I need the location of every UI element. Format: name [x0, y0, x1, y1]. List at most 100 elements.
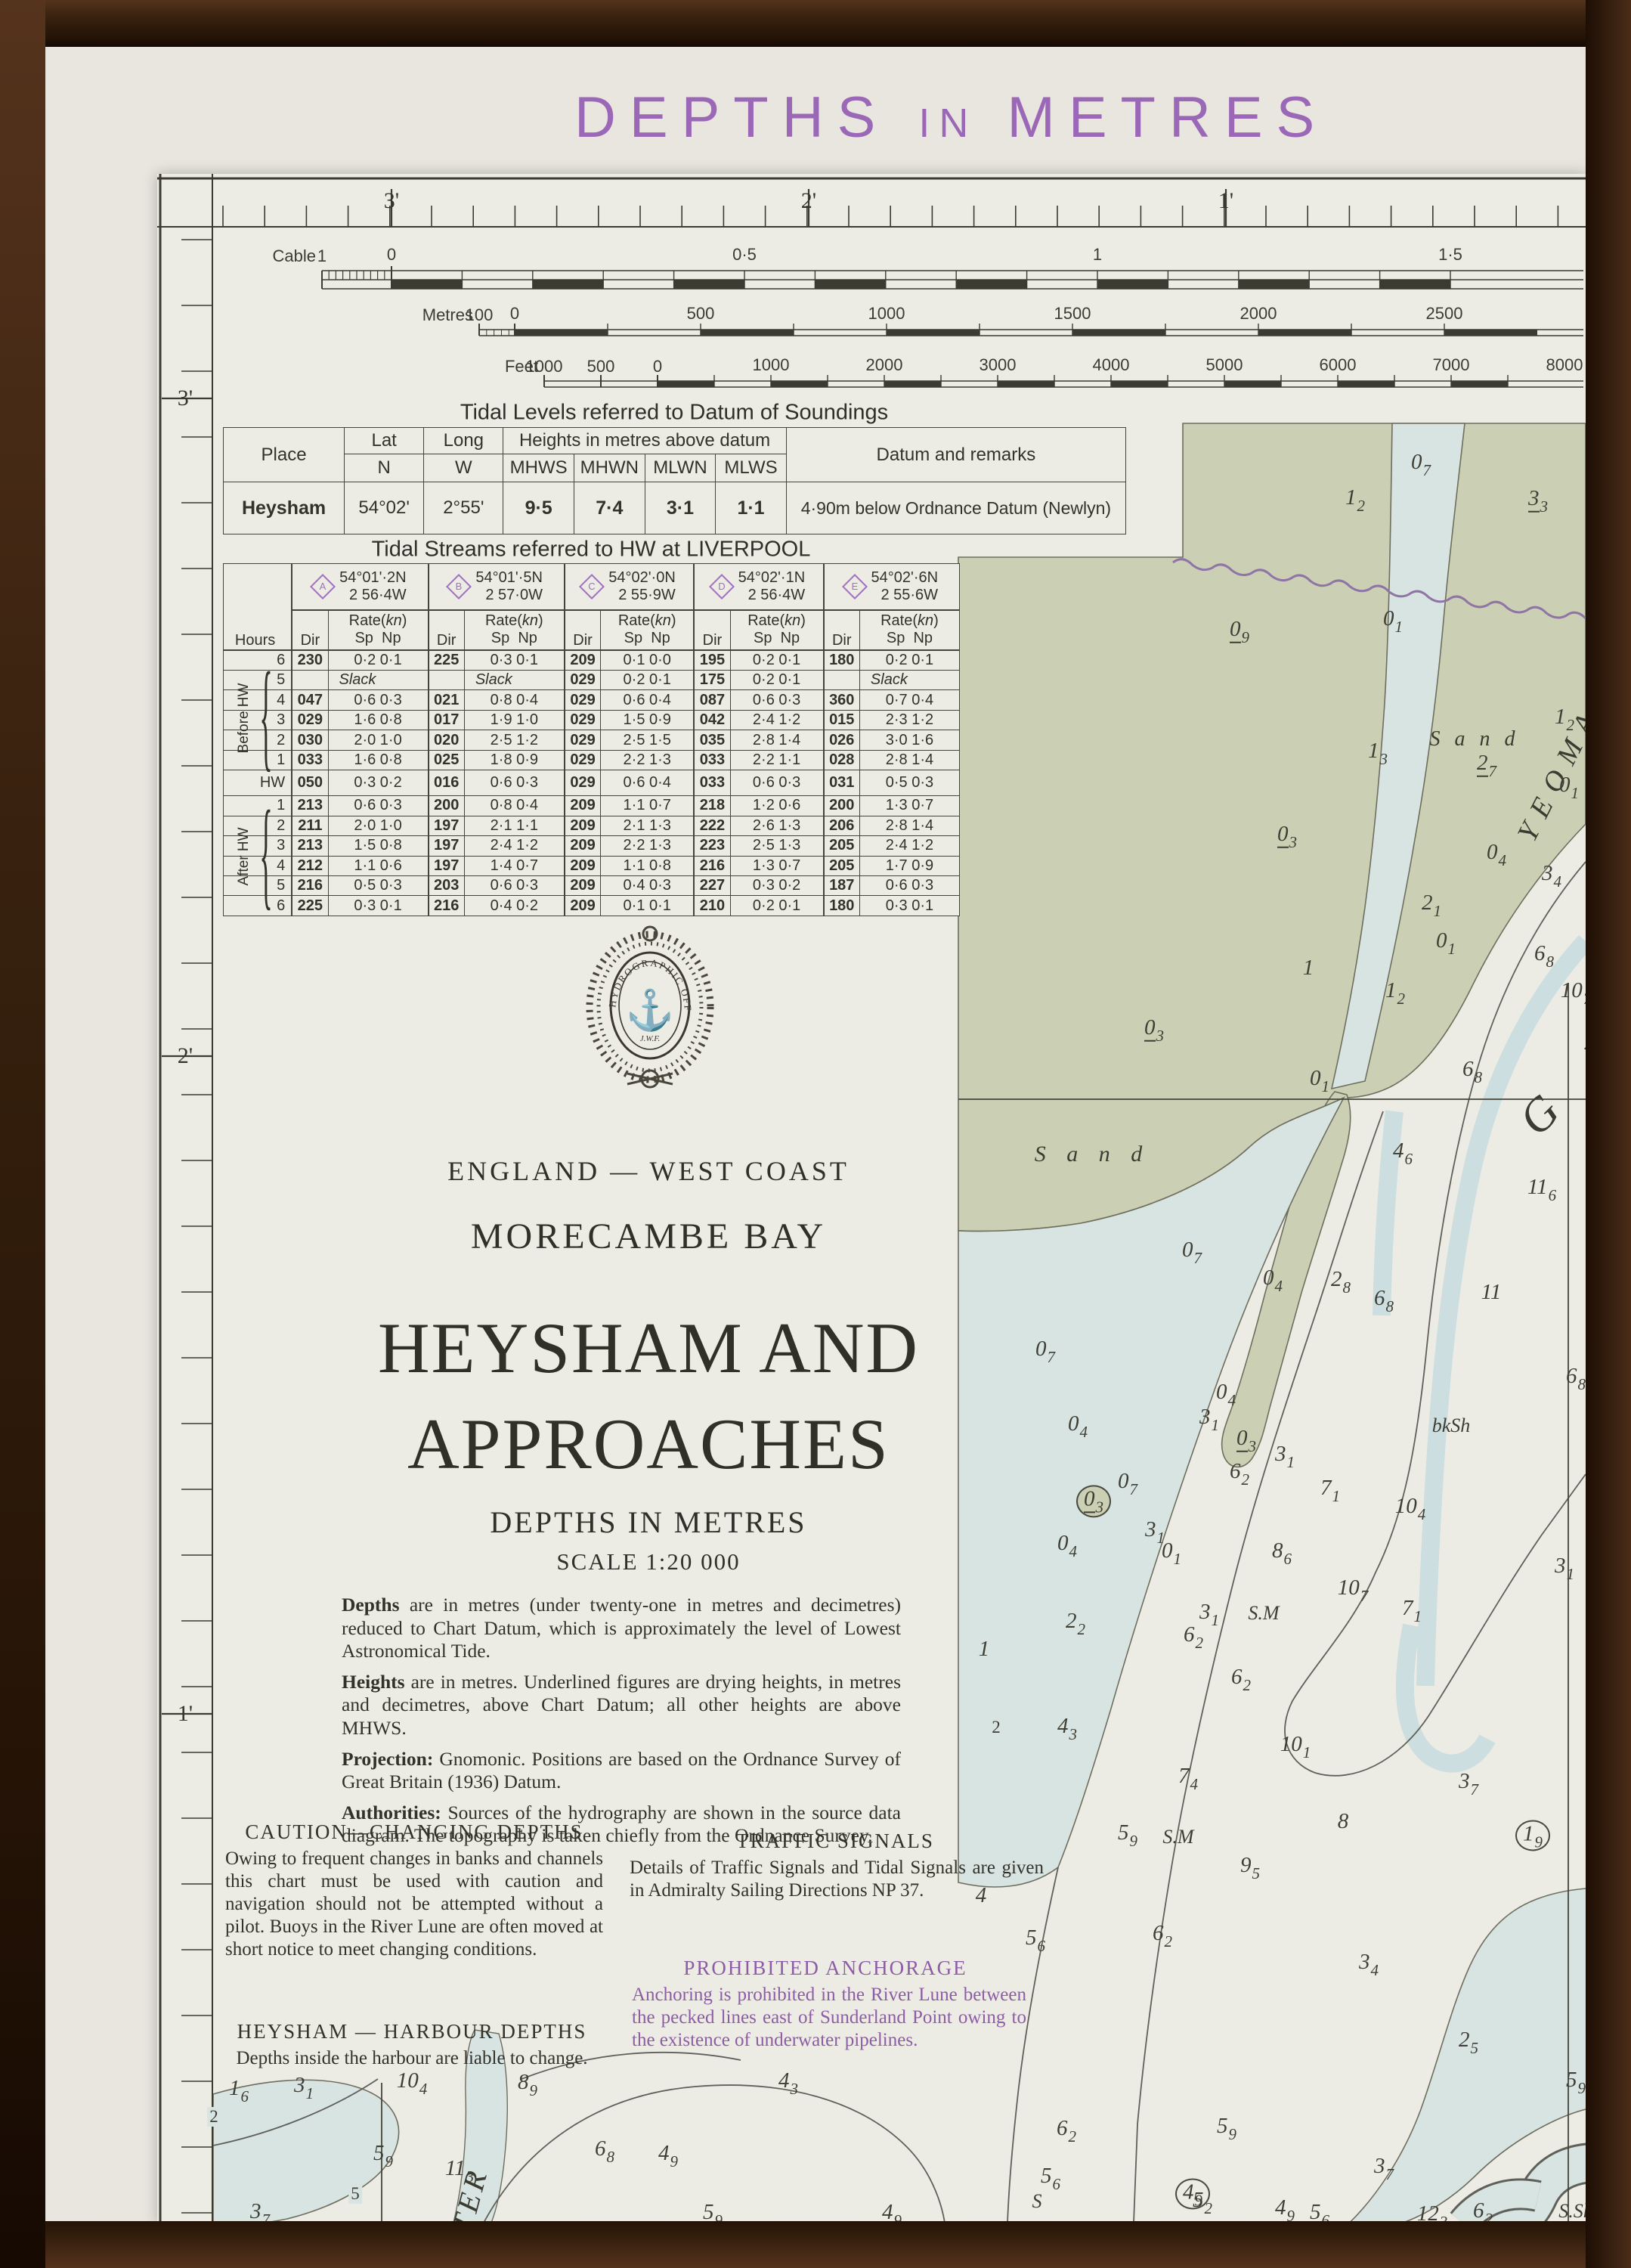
hydrographic-office-crest: HYDROGRAPHIC OFFICE ⚓ J.W.F. [582, 924, 714, 1089]
depth-sounding: 07 [1035, 1336, 1055, 1366]
caution-body: Owing to frequent changes in banks and c… [225, 1848, 603, 1960]
depth-sounding: 31 [1275, 1441, 1295, 1471]
depth-sounding: 37 [1459, 1768, 1478, 1799]
chart-scale: SCALE 1:20 000 [556, 1548, 741, 1575]
metres-scale-tick: 1000 [868, 304, 905, 323]
metres-scale-word: Metres [422, 305, 473, 324]
traffic-signals-heading: TRAFFIC SIGNALS [736, 1830, 934, 1852]
depth-sounding: 07 [1411, 449, 1431, 479]
depth-sounding: 04 [1487, 839, 1506, 869]
depth-sounding: 95 [1240, 1852, 1260, 1882]
depth-sounding: 68 [1462, 1056, 1482, 1086]
depth-sounding: 16 [229, 2075, 249, 2105]
chart-depths-note: DEPTHS IN METRES [490, 1505, 807, 1539]
depth-sounding: 113 [444, 2155, 475, 2186]
contour-label: 5 [348, 2184, 362, 2204]
depth-sounding: 49 [1175, 2178, 1210, 2210]
depth-sounding: 31 [1555, 1553, 1574, 1583]
cable-scale-tick: 1 [1092, 245, 1103, 264]
depth-sounding: 34 [1359, 1949, 1379, 1979]
chart-notes: Depths are in metres (under twenty-one i… [342, 1594, 901, 1855]
longitude-label: 2' [800, 188, 817, 213]
depth-sounding: 59 [1566, 2067, 1586, 2097]
cable-scale-word: Cable [272, 246, 316, 265]
chart-note: Authorities: Sources of the hydrography … [342, 1801, 901, 1847]
chart-area: MORECAMBE BAY [470, 1216, 827, 1256]
depth-sounding: 107 [1560, 978, 1586, 1008]
feet-scale-back: 1000 [525, 357, 563, 376]
frame-right [1586, 0, 1631, 2268]
tidal-diamond-D: D [708, 573, 735, 600]
depth-sounding: 21 [1422, 890, 1441, 920]
depth-sounding: 46 [1393, 1138, 1413, 1168]
tidal-diamond-E: E [841, 573, 868, 600]
before-hw-label: Before HW [236, 683, 252, 754]
depth-sounding: 1 [1302, 955, 1314, 980]
chart-region: ENGLAND — WEST COAST [447, 1156, 850, 1186]
cable-scale-back: 1 [317, 246, 327, 265]
depth-sounding: 27 [1477, 750, 1496, 780]
depth-sounding: 11 [1481, 1279, 1502, 1304]
prohibited-anchorage-body: Anchoring is prohibited in the River Lun… [632, 1984, 1026, 2050]
depth-sounding: 8 [1337, 1808, 1349, 1833]
tidal-diamond-B: B [446, 573, 472, 600]
chart-note: Projection: Gnomonic. Positions are base… [342, 1747, 901, 1793]
depth-sounding: 09 [1230, 616, 1249, 646]
depth-sounding: 01 [1436, 928, 1456, 958]
feet-scale-zero: 0 [652, 357, 663, 376]
chart-title-line1: HEYSHAM AND [377, 1308, 920, 1388]
frame-left [0, 0, 45, 2268]
metres-scale-tick: 2000 [1239, 304, 1277, 323]
serpentine-inlet [1450, 2143, 1586, 2223]
latitude-label: 3' [177, 386, 193, 411]
depth-sounding: 86 [1272, 1538, 1292, 1568]
depth-sounding: 03 [1144, 1015, 1164, 1045]
place-label: S a n d [1429, 727, 1520, 751]
place-label: S a n d [1034, 1142, 1150, 1167]
longitude-label: 1' [1218, 188, 1234, 213]
sand-spit [1221, 1091, 1351, 1468]
traffic-signals-body: Details of Traffic Signals and Tidal Sig… [630, 1857, 1044, 1901]
depth-sounding: 71 [1402, 1595, 1422, 1625]
feet-scale-tick: 2000 [865, 355, 903, 374]
depth-sounding: 62 [1473, 2198, 1493, 2228]
after-hw-label: After HW [236, 827, 252, 886]
anchor-icon: ⚓ [626, 987, 675, 1033]
depth-sounding: 12 [1555, 704, 1574, 734]
cable-scale-tick: 0·5 [732, 245, 757, 264]
cable-scale-tick: 0 [386, 245, 397, 264]
depth-sounding: 71 [1320, 1475, 1340, 1505]
depth-sounding: 13 [1368, 738, 1388, 768]
feet-scale-word: Feet [504, 357, 538, 376]
depth-sounding: 49 [658, 2140, 678, 2170]
depth-contours [212, 861, 1586, 2223]
depth-sounding: 62 [1230, 1458, 1249, 1489]
depth-sounding: 59 [1217, 2113, 1236, 2143]
depth-sounding: 25 [1459, 2027, 1478, 2057]
cable-scale-tick: 1·5 [1438, 245, 1462, 264]
depth-sounding: 33 [1528, 485, 1548, 516]
harbour-depths-heading: HEYSHAM — HARBOUR DEPTHS [237, 2020, 587, 2043]
depth-sounding: 04 [1263, 1265, 1283, 1295]
seabed-label: S.M [1248, 1602, 1280, 1624]
depth-sounding: 04 [1216, 1379, 1236, 1409]
graticule [381, 983, 1586, 2223]
tidal-levels-table: Place Lat Long Heights in metres above datu… [222, 427, 1127, 534]
depth-sounding: 101 [1280, 1731, 1311, 1761]
harbour-depths-body: Depths inside the harbour are liable to … [236, 2048, 588, 2068]
depth-sounding: 89 [518, 2069, 537, 2099]
sand-areas [958, 423, 1586, 1468]
depth-sounding: 62 [1184, 1622, 1203, 1652]
depth-sounding: 31 [1145, 1517, 1165, 1547]
latitude-label: 2' [177, 1043, 193, 1068]
frame-bottom [0, 2221, 1631, 2268]
after-hw-brace: { [259, 786, 273, 922]
depth-sounding: 59 [1118, 1820, 1137, 1850]
depth-sounding: 31 [1199, 1404, 1219, 1434]
depth-sounding: 104 [396, 2068, 428, 2098]
depth-sounding: 104 [1394, 1493, 1426, 1523]
depth-sounding: 68 [1374, 1285, 1394, 1315]
depth-sounding: 62 [1153, 1920, 1172, 1950]
depth-sounding: 04 [1057, 1530, 1077, 1560]
depth-sounding: 07 [1182, 1237, 1202, 1267]
